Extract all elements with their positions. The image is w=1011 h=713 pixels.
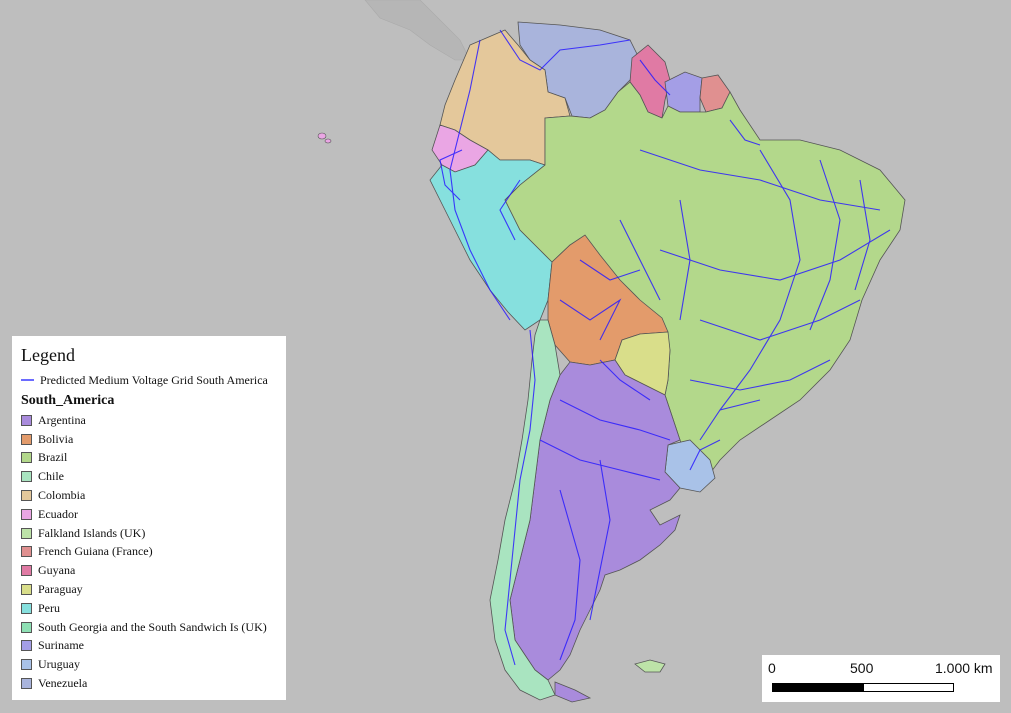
legend-title: Legend (21, 345, 75, 365)
legend-item-label: Guyana (38, 563, 76, 578)
legend-item-label: Bolivia (38, 431, 74, 446)
scale-bar: 0 500 1.000 km (762, 655, 1000, 702)
legend-item: Peru (21, 599, 277, 618)
legend-item: French Guiana (France) (21, 543, 277, 562)
legend-item: Guyana (21, 561, 277, 580)
legend-swatch (21, 508, 32, 520)
galapagos-islands (317, 132, 332, 144)
legend-item: Paraguay (21, 580, 277, 599)
legend-items: Argentina Bolivia Brazil Chile Colombia Ecuad… (21, 411, 277, 693)
legend-item: Suriname (21, 637, 277, 656)
legend-swatch (21, 640, 32, 652)
scale-label-mid: 500 (850, 660, 874, 676)
scale-label-0: 0 (768, 660, 776, 676)
legend-swatch (21, 527, 32, 539)
legend-item-label: Falkland Islands (UK) (38, 525, 146, 540)
legend-swatch (21, 471, 32, 483)
legend-item-label: Brazil (38, 450, 68, 465)
country-suriname[interactable] (664, 71, 703, 113)
falkland-islands[interactable] (634, 659, 666, 673)
legend-item: Argentina (21, 411, 277, 430)
grid-line-swatch (21, 379, 34, 381)
legend-item-label: Suriname (38, 638, 84, 653)
scale-segment-empty (863, 683, 954, 692)
legend-item: Chile (21, 467, 277, 486)
legend-grid-layer: Predicted Medium Voltage Grid South Amer… (21, 372, 277, 388)
country-argentina-tdf[interactable] (554, 681, 592, 703)
scale-segment-filled (772, 683, 864, 692)
legend-swatch (21, 678, 32, 690)
legend-swatch (21, 546, 32, 558)
central-america-shape (364, 0, 471, 61)
legend-item: Colombia (21, 486, 277, 505)
legend-swatch (21, 490, 32, 502)
legend-item-label: Peru (38, 600, 60, 615)
legend-swatch (21, 602, 32, 614)
legend-item-label: South Georgia and the South Sandwich Is … (38, 619, 267, 634)
legend-swatch (21, 659, 32, 671)
legend-swatch (21, 452, 32, 464)
legend-group-title: South_America (21, 393, 115, 408)
legend-item-label: Ecuador (38, 506, 78, 521)
legend-item-label: Argentina (38, 412, 86, 427)
legend-item: Bolivia (21, 430, 277, 449)
scale-label-end: 1.000 km (935, 660, 993, 676)
legend-item-label: French Guiana (France) (38, 544, 153, 559)
legend-item: Venezuela (21, 674, 277, 693)
legend-swatch (21, 565, 32, 577)
legend-item: Brazil (21, 449, 277, 468)
legend-swatch (21, 621, 32, 633)
legend-item-label: Venezuela (38, 676, 88, 691)
legend-swatch (21, 584, 32, 596)
legend-grid-layer-label: Predicted Medium Voltage Grid South Amer… (40, 372, 268, 387)
legend-item-label: Uruguay (38, 657, 80, 672)
legend-item-label: Paraguay (38, 582, 83, 597)
legend-panel: Legend Predicted Medium Voltage Grid Sou… (12, 336, 286, 700)
legend-swatch (21, 433, 32, 445)
legend-item: South Georgia and the South Sandwich Is … (21, 618, 277, 637)
medium-voltage-grid-layer (439, 29, 891, 666)
legend-item: Ecuador (21, 505, 277, 524)
legend-item-label: Colombia (38, 488, 86, 503)
legend-item: Falkland Islands (UK) (21, 524, 277, 543)
legend-item: Uruguay (21, 655, 277, 674)
legend-item-label: Chile (38, 469, 64, 484)
legend-swatch (21, 414, 32, 426)
